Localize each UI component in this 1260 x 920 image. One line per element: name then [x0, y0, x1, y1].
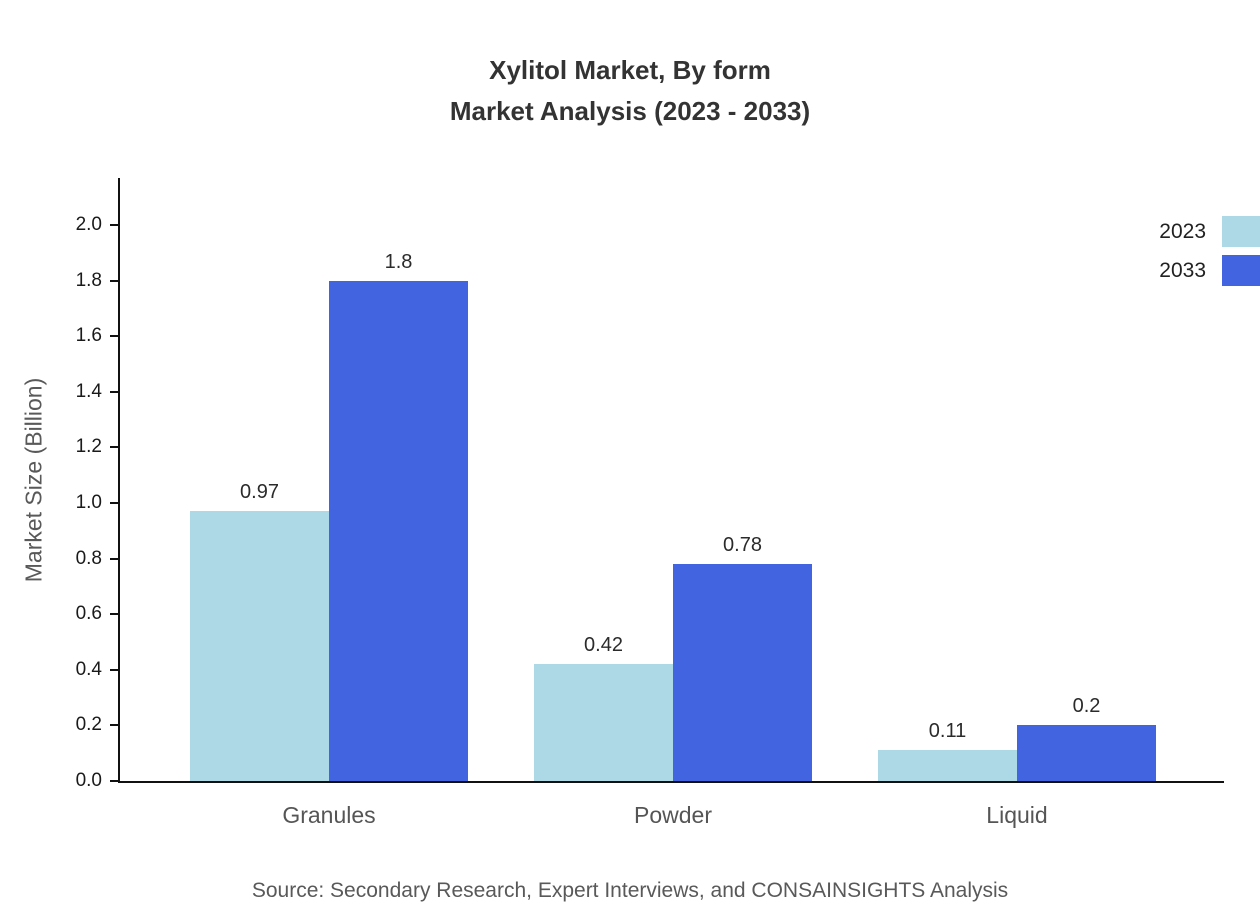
bar-wrap: 0.78	[673, 178, 812, 781]
y-tick-mark	[110, 613, 119, 616]
y-tick-label: 1.0	[75, 492, 102, 513]
y-tick-mark	[110, 724, 119, 727]
chart-title-line2: Market Analysis (2023 - 2033)	[449, 96, 811, 126]
bar-value-label: 0.2	[1072, 695, 1101, 717]
legend-swatch-2033	[1222, 255, 1260, 286]
bar-value-label: 0.78	[723, 534, 762, 556]
y-tick-mark	[110, 780, 119, 782]
bar-2023-powder	[534, 664, 673, 781]
y-tick-label: 2.0	[75, 214, 102, 235]
y-tick-label: 0.0	[75, 770, 102, 791]
y-tick-mark	[110, 390, 119, 393]
bar-value-label: 0.97	[240, 481, 279, 503]
source-note: Source: Secondary Research, Expert Inter…	[251, 879, 1009, 902]
bar-wrap: 0.2	[1017, 178, 1156, 781]
y-tick-label: 1.4	[75, 380, 102, 402]
y-tick-label: 0.8	[75, 547, 102, 569]
y-tick-label: 1.6	[75, 325, 102, 347]
bar-wrap: 0.42	[534, 178, 673, 781]
bar-wrap: 0.97	[190, 178, 329, 781]
bar-2033-powder	[673, 564, 812, 781]
bar-value-label: 0.11	[928, 720, 967, 742]
chart-title-line1: Xylitol Market, By form	[489, 55, 771, 85]
bar-wrap: 0.11	[878, 178, 1017, 781]
legend: 2023 2033	[1159, 216, 1260, 286]
y-tick-mark	[110, 224, 119, 226]
y-tick-label: 1.2	[75, 436, 102, 458]
y-tick-mark	[110, 502, 119, 504]
bar-value-label: 0.42	[584, 634, 623, 656]
y-tick-mark	[110, 557, 119, 560]
bar-value-label: 1.8	[384, 251, 413, 273]
bar-wrap: 1.8	[329, 178, 468, 781]
y-tick-label: 0.2	[75, 714, 102, 736]
y-tick-mark	[110, 446, 119, 449]
bar-2033-liquid	[1017, 725, 1156, 781]
y-tick-mark	[110, 335, 119, 338]
y-tick-label: 0.4	[75, 658, 102, 680]
plot-area: 0.0 0.2 0.4 0.6 0.8 1.0 1.2 1.4 1.6 1.8 2.0 0.97 1.8…	[76, 178, 1224, 828]
y-tick-label: 1.8	[75, 269, 102, 291]
y-tick-mark	[110, 668, 119, 671]
category-label: Liquid	[986, 802, 1048, 828]
bar-2023-liquid	[878, 750, 1017, 781]
bar-group: 0.42 0.78 Powder	[534, 178, 812, 828]
legend-label-2033: 2033	[1159, 258, 1206, 282]
legend-item: 2023	[1159, 216, 1260, 247]
legend-swatch-2023	[1222, 216, 1260, 247]
category-label: Granules	[282, 802, 376, 828]
chart-title: Xylitol Market, By form Market Analysis …	[0, 50, 1260, 132]
y-tick-mark	[110, 279, 119, 282]
legend-item: 2033	[1159, 255, 1260, 286]
bar-2023-granules	[190, 511, 329, 781]
bar-group: 0.11 0.2 Liquid	[878, 178, 1156, 828]
category-label: Powder	[634, 802, 712, 828]
bar-group: 0.97 1.8 Granules	[190, 178, 468, 828]
legend-label-2023: 2023	[1159, 219, 1206, 243]
bar-2033-granules	[329, 281, 468, 781]
y-tick-label: 0.6	[75, 603, 102, 625]
